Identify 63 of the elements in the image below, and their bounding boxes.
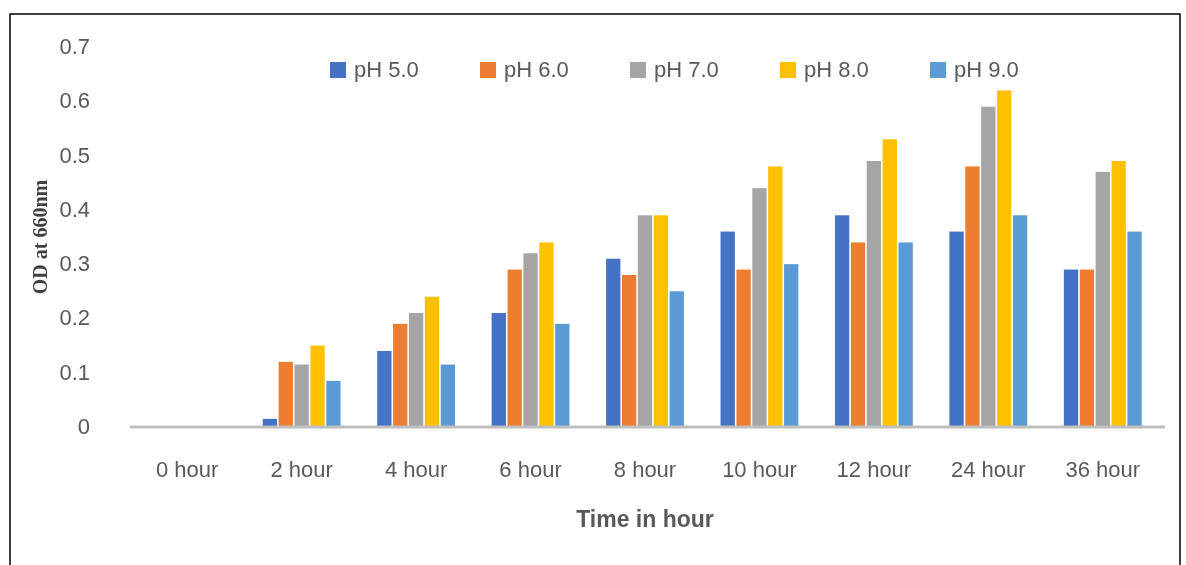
y-tick-label: 0.6 — [59, 88, 90, 114]
bar — [752, 188, 767, 427]
x-tick-label: 0 hour — [156, 457, 219, 482]
x-tick-label: 24 hour — [951, 457, 1026, 482]
x-tick-label: 12 hour — [836, 457, 912, 482]
y-tick-label: 0.1 — [59, 359, 90, 385]
bar — [326, 380, 341, 427]
bar — [408, 313, 424, 427]
bar — [606, 258, 621, 427]
y-tick-label: 0.4 — [59, 196, 90, 222]
bar — [949, 231, 964, 427]
bar — [784, 264, 799, 427]
bar — [834, 215, 850, 427]
bar — [424, 296, 440, 427]
legend-label: pH 8.0 — [804, 57, 869, 82]
x-tick-label: 2 hour — [270, 457, 333, 482]
bar — [637, 215, 653, 427]
bar — [720, 231, 735, 427]
bar — [866, 161, 882, 427]
x-tick-label: 8 hour — [613, 457, 677, 482]
bar — [491, 313, 506, 427]
y-tick-label: 0 — [77, 414, 90, 439]
bar — [653, 215, 669, 427]
bar — [1079, 269, 1095, 427]
legend-label: pH 5.0 — [354, 57, 419, 82]
bar — [1063, 269, 1079, 427]
x-tick-label: 6 hour — [499, 457, 562, 482]
bar — [1111, 161, 1126, 427]
bar — [997, 90, 1012, 427]
y-tick-label: 0.2 — [59, 305, 90, 331]
bar — [377, 351, 392, 427]
x-axis-title: Time in hour — [576, 506, 714, 532]
y-tick-label: 0.7 — [59, 34, 90, 59]
bar — [539, 242, 554, 427]
x-tick-label: 4 hour — [384, 457, 448, 482]
bar — [882, 139, 897, 427]
y-tick-label: 0.3 — [59, 251, 90, 277]
legend-label: pH 7.0 — [654, 57, 719, 82]
bar — [669, 291, 684, 427]
bar — [294, 364, 309, 427]
legend-label: pH 6.0 — [504, 57, 569, 82]
bar — [898, 242, 913, 427]
bar — [621, 275, 637, 427]
bar — [736, 269, 751, 427]
bar — [1095, 171, 1110, 427]
bar — [555, 323, 570, 427]
x-tick-label: 36 hour — [1065, 457, 1141, 482]
bar — [310, 345, 325, 427]
bar — [850, 242, 866, 427]
bar — [278, 361, 293, 427]
bar — [981, 106, 996, 427]
bar — [440, 364, 456, 427]
bar — [393, 323, 408, 427]
bar — [1127, 231, 1142, 427]
bar — [507, 269, 522, 427]
y-axis-title: OD at 660nm — [29, 179, 51, 295]
bar — [523, 253, 538, 427]
x-tick-label: 10 hour — [722, 457, 797, 482]
y-tick-label: 0.5 — [59, 142, 90, 168]
bar — [1012, 215, 1028, 427]
legend-label: pH 9.0 — [954, 57, 1019, 82]
bar — [768, 166, 783, 427]
bar — [965, 166, 980, 427]
